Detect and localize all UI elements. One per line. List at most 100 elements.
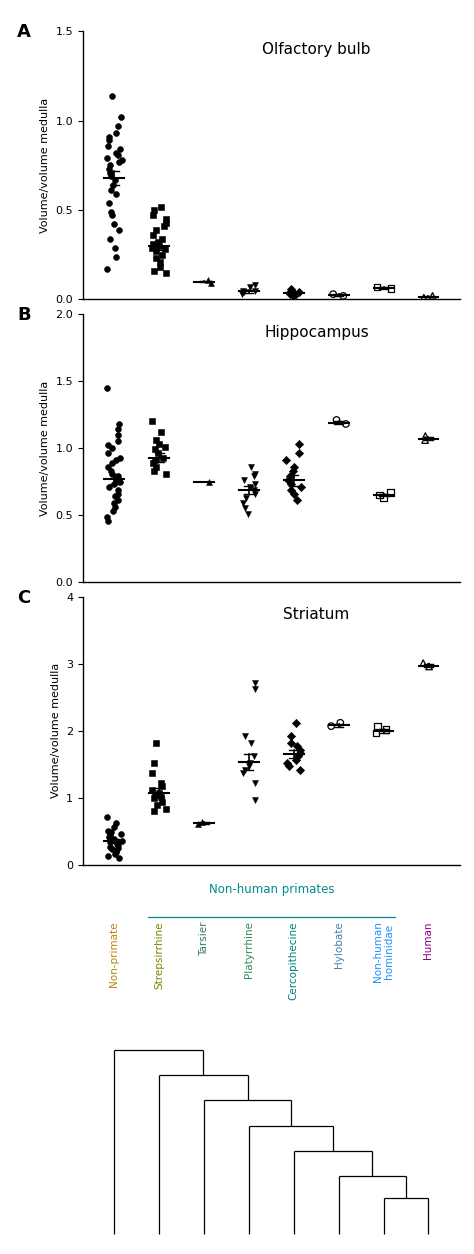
Point xyxy=(113,843,120,863)
Point xyxy=(421,426,429,446)
Point xyxy=(158,786,165,806)
Point xyxy=(109,206,116,226)
Point xyxy=(288,281,296,301)
Point xyxy=(246,277,254,297)
Point xyxy=(292,750,300,770)
Point xyxy=(246,752,254,772)
Point xyxy=(251,790,259,810)
Point xyxy=(105,130,113,150)
Point xyxy=(162,209,170,229)
Point xyxy=(150,788,158,808)
Point xyxy=(153,430,160,450)
Point xyxy=(116,139,124,159)
Point xyxy=(151,450,159,470)
Point xyxy=(295,444,303,464)
Text: Olfactory bulb: Olfactory bulb xyxy=(262,43,371,58)
Point xyxy=(150,201,158,221)
Point xyxy=(252,281,259,301)
Point xyxy=(107,823,115,843)
Point xyxy=(104,135,111,155)
Point xyxy=(108,464,116,484)
Point xyxy=(153,248,160,268)
Point xyxy=(114,144,121,164)
Point xyxy=(150,234,157,255)
Point xyxy=(374,716,381,736)
Text: Hippocampus: Hippocampus xyxy=(264,325,369,340)
Point xyxy=(239,493,247,513)
Point xyxy=(104,846,112,867)
Point xyxy=(247,732,255,752)
Text: A: A xyxy=(17,24,31,41)
Text: Tarsier: Tarsier xyxy=(199,922,209,956)
Point xyxy=(103,377,110,398)
Point xyxy=(156,252,164,272)
Point xyxy=(241,760,249,780)
Point xyxy=(288,285,295,305)
Point xyxy=(287,278,295,298)
Point xyxy=(109,438,116,458)
Point xyxy=(251,774,259,794)
Point xyxy=(289,461,296,482)
Point xyxy=(241,726,249,746)
Point xyxy=(290,484,298,504)
Point xyxy=(158,245,165,265)
Point xyxy=(251,484,259,504)
Text: Striatum: Striatum xyxy=(283,607,350,622)
Point xyxy=(148,762,156,782)
Point xyxy=(110,474,118,494)
Point xyxy=(104,260,111,280)
Point xyxy=(286,282,294,302)
Point xyxy=(155,434,163,454)
Point xyxy=(149,453,156,473)
Point xyxy=(151,752,158,772)
Point xyxy=(153,732,160,752)
Point xyxy=(151,261,158,281)
Point xyxy=(162,436,169,456)
Point xyxy=(110,818,118,838)
Point xyxy=(250,466,257,487)
Point xyxy=(239,762,246,782)
Y-axis label: Volume/volume medulla: Volume/volume medulla xyxy=(40,98,50,233)
Point xyxy=(115,431,122,451)
Point xyxy=(108,453,116,473)
Point xyxy=(112,450,120,470)
Point xyxy=(148,237,156,257)
Point xyxy=(118,107,125,127)
Point xyxy=(156,257,164,277)
Point xyxy=(107,833,114,853)
Point xyxy=(114,479,121,499)
Point xyxy=(112,814,120,834)
Point xyxy=(205,472,212,492)
Point xyxy=(114,117,122,137)
Point xyxy=(111,487,119,507)
Point xyxy=(251,464,258,484)
Point xyxy=(246,477,253,497)
Text: B: B xyxy=(17,306,31,324)
Point xyxy=(155,232,162,252)
Point xyxy=(152,456,160,477)
Point xyxy=(382,720,390,740)
Point xyxy=(106,159,113,179)
Point xyxy=(251,275,259,295)
Point xyxy=(158,791,166,811)
Text: Platyrrhine: Platyrrhine xyxy=(244,922,254,978)
Point xyxy=(113,469,120,489)
Point xyxy=(283,450,290,470)
Point xyxy=(115,484,122,504)
Point xyxy=(153,219,160,240)
Point xyxy=(250,479,257,499)
Point xyxy=(387,278,395,298)
Point xyxy=(163,213,170,233)
Point xyxy=(285,756,292,776)
Point xyxy=(239,281,246,301)
Point xyxy=(154,795,161,815)
Point xyxy=(103,507,111,527)
Point xyxy=(204,270,212,290)
Point xyxy=(109,176,117,196)
Point xyxy=(376,485,383,505)
Point xyxy=(105,477,112,497)
Point xyxy=(110,493,118,513)
Point xyxy=(246,756,253,776)
Point xyxy=(104,820,111,840)
Point xyxy=(162,240,169,260)
